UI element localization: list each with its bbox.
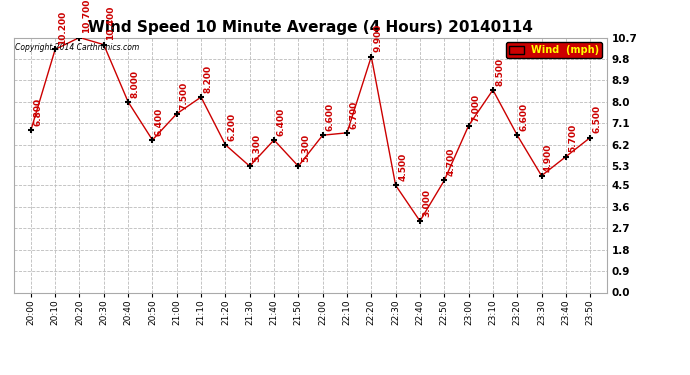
Text: 6.500: 6.500 — [593, 105, 602, 134]
Text: 6.200: 6.200 — [228, 112, 237, 141]
Text: 8.500: 8.500 — [495, 58, 504, 86]
Text: 5.700: 5.700 — [569, 124, 578, 153]
Text: Copyright 2014 Carthronics.com: Copyright 2014 Carthronics.com — [15, 43, 139, 52]
Text: 3.000: 3.000 — [422, 189, 431, 217]
Text: 10.700: 10.700 — [82, 0, 91, 33]
Text: 7.500: 7.500 — [179, 81, 188, 110]
Text: 5.300: 5.300 — [301, 134, 310, 162]
Text: 10.200: 10.200 — [57, 11, 67, 45]
Text: 6.600: 6.600 — [520, 103, 529, 131]
Text: 8.000: 8.000 — [130, 70, 139, 98]
Text: 5.300: 5.300 — [252, 134, 261, 162]
Text: 6.400: 6.400 — [277, 108, 286, 136]
Text: 4.700: 4.700 — [446, 148, 455, 176]
Text: 9.900: 9.900 — [374, 24, 383, 52]
Text: 6.800: 6.800 — [33, 98, 42, 126]
Text: 6.600: 6.600 — [325, 103, 334, 131]
Text: 10.400: 10.400 — [106, 6, 115, 40]
Text: 6.400: 6.400 — [155, 108, 164, 136]
Text: 4.900: 4.900 — [544, 143, 553, 171]
Text: 7.000: 7.000 — [471, 93, 480, 122]
Text: 4.500: 4.500 — [398, 153, 407, 181]
Title: Wind Speed 10 Minute Average (4 Hours) 20140114: Wind Speed 10 Minute Average (4 Hours) 2… — [88, 20, 533, 35]
Legend: Wind  (mph): Wind (mph) — [506, 42, 602, 58]
Text: 8.200: 8.200 — [204, 65, 213, 93]
Text: 6.700: 6.700 — [349, 100, 358, 129]
